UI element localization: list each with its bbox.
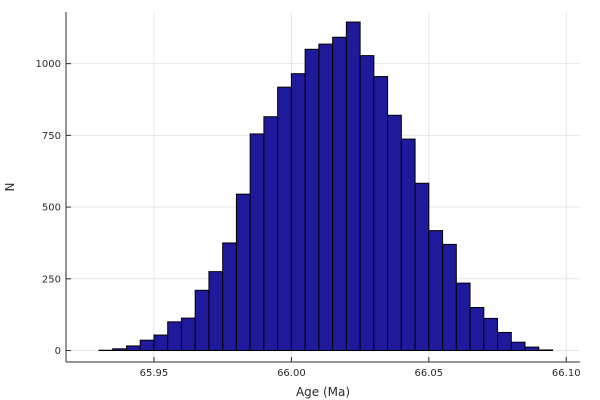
histogram-bar — [139, 339, 155, 352]
histogram-bar — [400, 138, 416, 352]
bars — [98, 21, 554, 352]
histogram-bar — [180, 317, 196, 352]
histogram-bar — [194, 289, 210, 352]
y-tick-label: 1000 — [36, 59, 61, 70]
y-tick-label: 0 — [55, 346, 61, 357]
histogram-bar — [125, 345, 141, 352]
histogram-bar — [153, 334, 169, 352]
ticks: 65.95 66.00 66.05 66.10 0 250 500 750 1000 — [36, 59, 581, 379]
histogram-bar — [318, 43, 334, 352]
histogram-bar — [469, 306, 485, 352]
histogram-bar — [112, 348, 127, 352]
histogram-bar — [373, 76, 389, 352]
histogram-bar — [249, 133, 265, 352]
y-tick-label: 750 — [42, 131, 61, 142]
histogram-bar — [167, 321, 182, 352]
axes — [65, 12, 580, 363]
histogram-bar — [208, 271, 224, 352]
histogram-bar — [263, 116, 279, 352]
x-axis-title: Age (Ma) — [296, 385, 350, 399]
histogram-bar — [428, 230, 444, 352]
histogram-bar — [414, 182, 430, 352]
histogram-bar — [538, 349, 554, 352]
histogram-bar — [332, 36, 347, 352]
y-axis-title: N — [3, 183, 17, 192]
histogram-bar — [235, 193, 251, 352]
histogram-bar — [442, 243, 457, 352]
y-tick-label: 500 — [42, 203, 61, 214]
y-tick-label: 250 — [42, 274, 61, 285]
histogram-bar — [455, 282, 471, 352]
histogram-bar — [290, 73, 306, 352]
histogram-bar — [345, 21, 361, 352]
histogram-bar — [359, 55, 375, 352]
histogram-bar — [387, 114, 402, 352]
x-tick-label: 66.00 — [277, 368, 306, 379]
x-tick-label: 66.10 — [552, 368, 581, 379]
histogram-bar — [222, 242, 237, 352]
histogram-bar — [277, 86, 292, 352]
histogram-bar — [524, 346, 540, 352]
histogram-bar — [304, 48, 320, 352]
x-tick-label: 66.05 — [415, 368, 444, 379]
histogram-bar — [510, 341, 526, 352]
histogram-bar — [497, 331, 512, 352]
histogram-bar — [483, 317, 499, 352]
x-tick-label: 65.95 — [140, 368, 169, 379]
